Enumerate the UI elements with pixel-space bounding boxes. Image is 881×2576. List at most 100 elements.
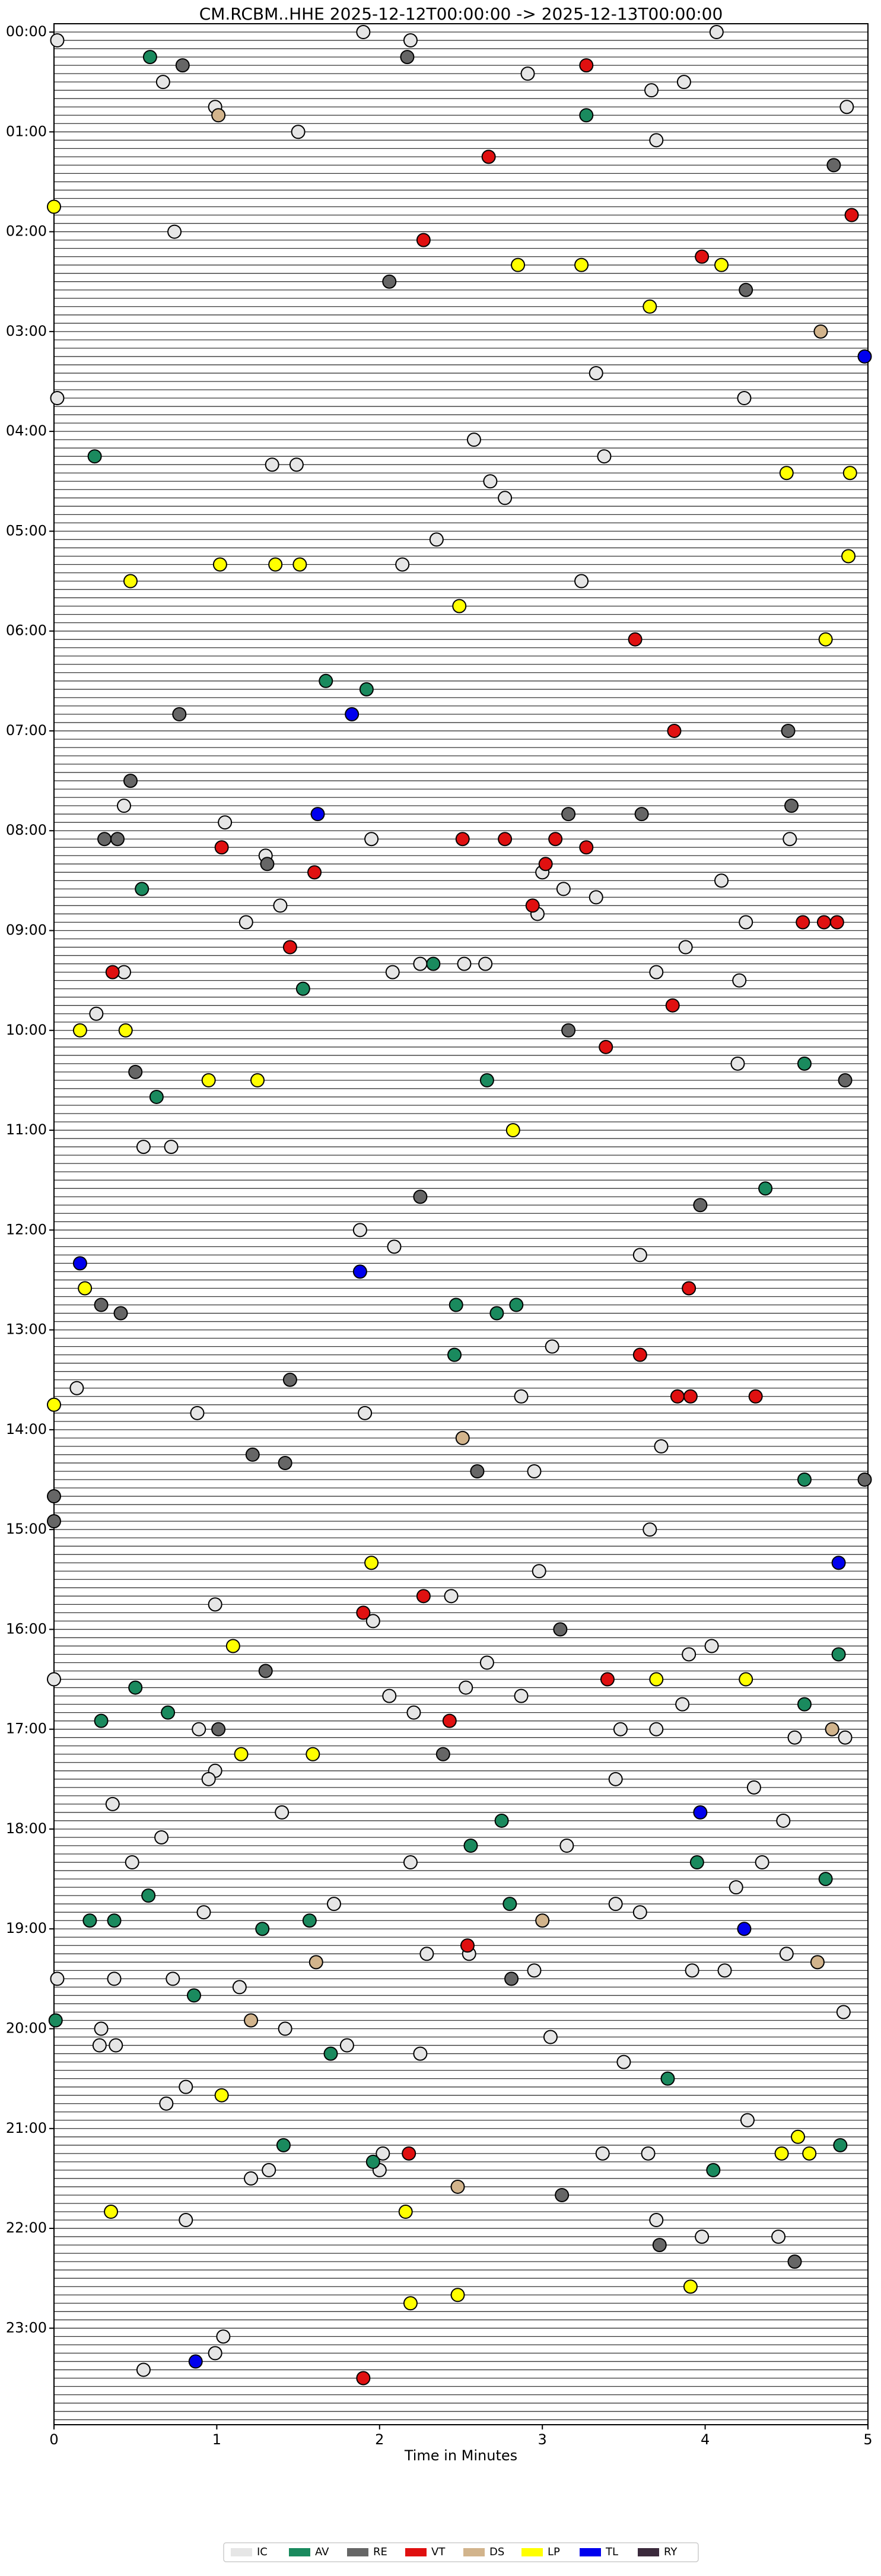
event-marker	[599, 1039, 613, 1054]
event-marker	[816, 915, 831, 930]
event-marker	[211, 108, 226, 123]
event-marker	[613, 1722, 628, 1737]
event-marker	[92, 2038, 107, 2053]
event-marker	[796, 915, 810, 930]
legend-label: DS	[489, 2546, 504, 2558]
event-marker	[216, 2329, 231, 2344]
event-marker	[435, 1747, 450, 1761]
event-marker	[276, 2138, 291, 2152]
event-marker	[192, 1722, 206, 1737]
event-marker	[310, 807, 325, 822]
legend-label: VT	[431, 2546, 446, 2558]
event-marker	[238, 915, 253, 930]
event-marker	[250, 1073, 265, 1087]
event-marker	[689, 1855, 704, 1870]
event-marker	[48, 2013, 63, 2028]
plot-frame	[53, 23, 869, 2425]
event-marker	[561, 807, 576, 822]
event-marker	[797, 1056, 812, 1071]
y-tick-label: 03:00	[6, 323, 47, 339]
event-marker	[387, 1239, 402, 1254]
event-marker	[525, 898, 540, 913]
event-marker	[136, 2362, 151, 2377]
legend-swatch	[231, 2548, 252, 2556]
event-marker	[737, 391, 752, 406]
y-tick-label: 20:00	[6, 2020, 47, 2037]
y-tick-label: 04:00	[6, 422, 47, 439]
event-marker	[395, 557, 410, 572]
legend-swatch	[580, 2548, 601, 2556]
event-marker	[802, 2146, 817, 2161]
legend-swatch	[521, 2548, 543, 2556]
event-marker	[232, 1980, 247, 1995]
event-marker	[608, 1897, 623, 1912]
y-tick-label: 18:00	[6, 1820, 47, 1837]
event-marker	[841, 549, 856, 564]
event-marker	[538, 857, 553, 872]
event-marker	[450, 2179, 465, 2194]
y-tick-label: 08:00	[6, 822, 47, 838]
event-marker	[289, 457, 304, 472]
event-marker	[413, 2046, 428, 2061]
event-marker	[838, 1730, 853, 1745]
y-tick-label: 21:00	[6, 2120, 47, 2136]
event-marker	[72, 1023, 87, 1038]
x-axis-label: Time in Minutes	[404, 2447, 517, 2464]
event-marker	[345, 707, 360, 721]
event-marker	[179, 2079, 193, 2094]
event-marker	[787, 1730, 802, 1745]
event-marker	[244, 2013, 259, 2028]
event-marker	[116, 799, 131, 813]
event-marker	[574, 257, 589, 272]
event-marker	[683, 2279, 698, 2294]
event-marker	[641, 2146, 656, 2161]
event-marker	[831, 1556, 846, 1570]
event-marker	[857, 1473, 872, 1487]
event-marker	[682, 1281, 696, 1296]
event-marker	[643, 1522, 657, 1537]
event-marker	[509, 1297, 524, 1312]
event-marker	[463, 1839, 478, 1853]
event-marker	[154, 1830, 169, 1844]
event-marker	[739, 1672, 753, 1687]
event-marker	[481, 150, 496, 164]
event-marker	[455, 832, 470, 847]
y-tick-label: 11:00	[6, 1121, 47, 1138]
event-marker	[104, 2205, 119, 2219]
event-marker	[831, 1647, 846, 1662]
y-tick-label: 10:00	[6, 1022, 47, 1038]
event-marker	[595, 2146, 610, 2161]
event-marker	[676, 75, 691, 90]
event-marker	[665, 998, 680, 1013]
event-marker	[714, 873, 729, 888]
event-marker	[365, 1614, 380, 1629]
legend-label: IC	[257, 2546, 268, 2558]
event-marker	[675, 1697, 690, 1712]
event-marker	[295, 981, 310, 996]
event-marker	[429, 532, 444, 547]
event-marker	[172, 707, 187, 721]
event-marker	[514, 1389, 529, 1404]
event-marker	[426, 956, 441, 971]
event-marker	[527, 1464, 542, 1478]
event-marker	[196, 1905, 211, 1920]
legend-label: RY	[664, 2546, 678, 2558]
event-marker	[89, 1006, 104, 1021]
event-marker	[113, 1306, 128, 1321]
event-marker	[466, 432, 481, 447]
event-marker	[818, 632, 833, 647]
event-marker	[402, 2146, 416, 2161]
event-marker	[47, 1672, 61, 1687]
event-marker	[358, 1405, 373, 1420]
event-marker	[706, 2162, 721, 2177]
y-tick-label: 17:00	[6, 1720, 47, 1737]
y-tick-label: 06:00	[6, 622, 47, 639]
event-marker	[382, 274, 397, 289]
y-tick-label: 02:00	[6, 223, 47, 240]
event-marker	[579, 108, 594, 123]
event-marker	[632, 1347, 647, 1362]
event-marker	[459, 1680, 473, 1695]
event-marker	[730, 1056, 745, 1071]
event-marker	[489, 1306, 504, 1321]
